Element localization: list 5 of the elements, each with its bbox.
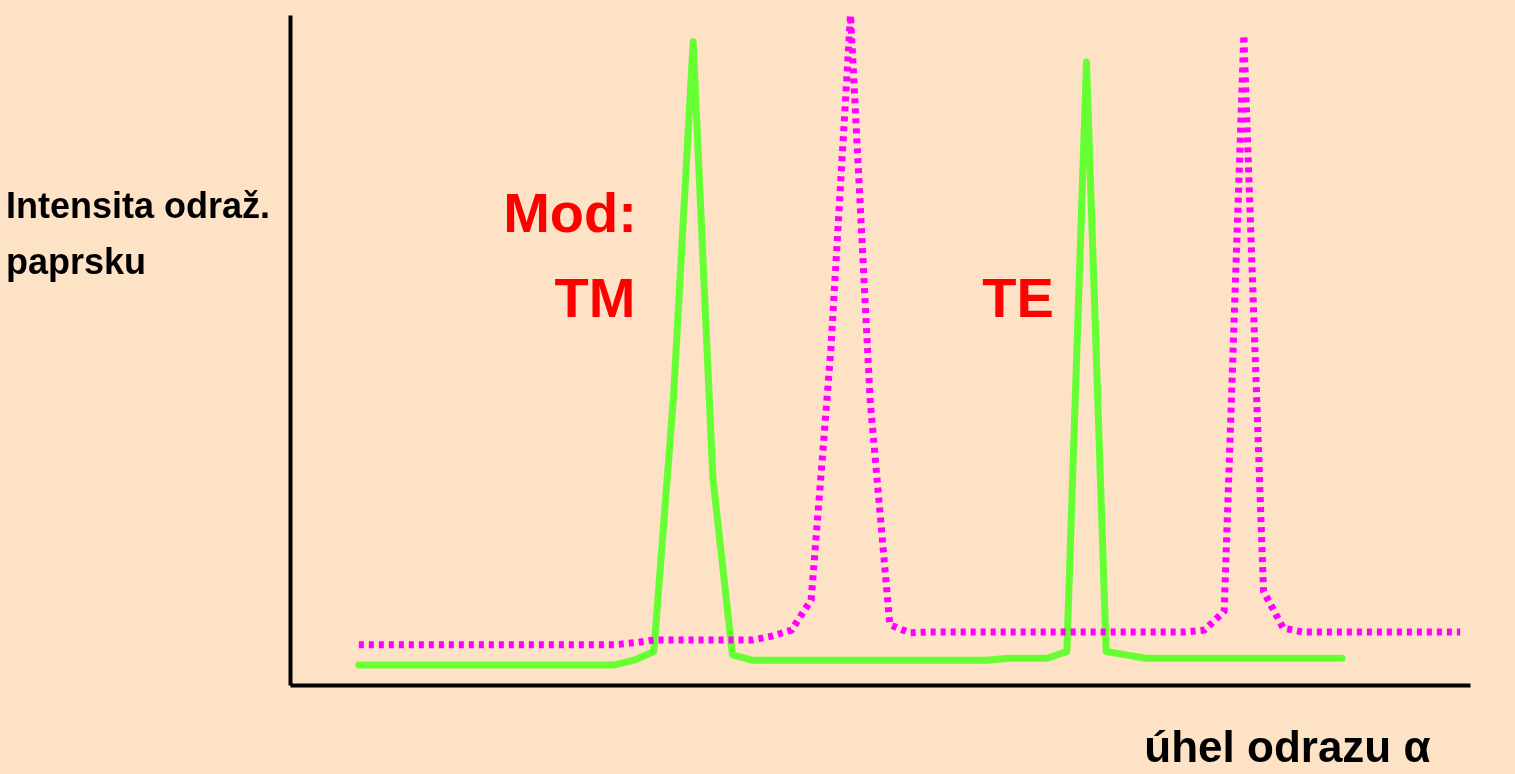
annotation: Mod: <box>503 181 637 244</box>
annotation: TM <box>554 266 636 329</box>
y-axis-title: Intensita odraž. paprsku <box>6 185 271 282</box>
annotation: TE <box>982 266 1054 329</box>
x-axis-title: úhel odrazu α <box>1144 721 1431 771</box>
